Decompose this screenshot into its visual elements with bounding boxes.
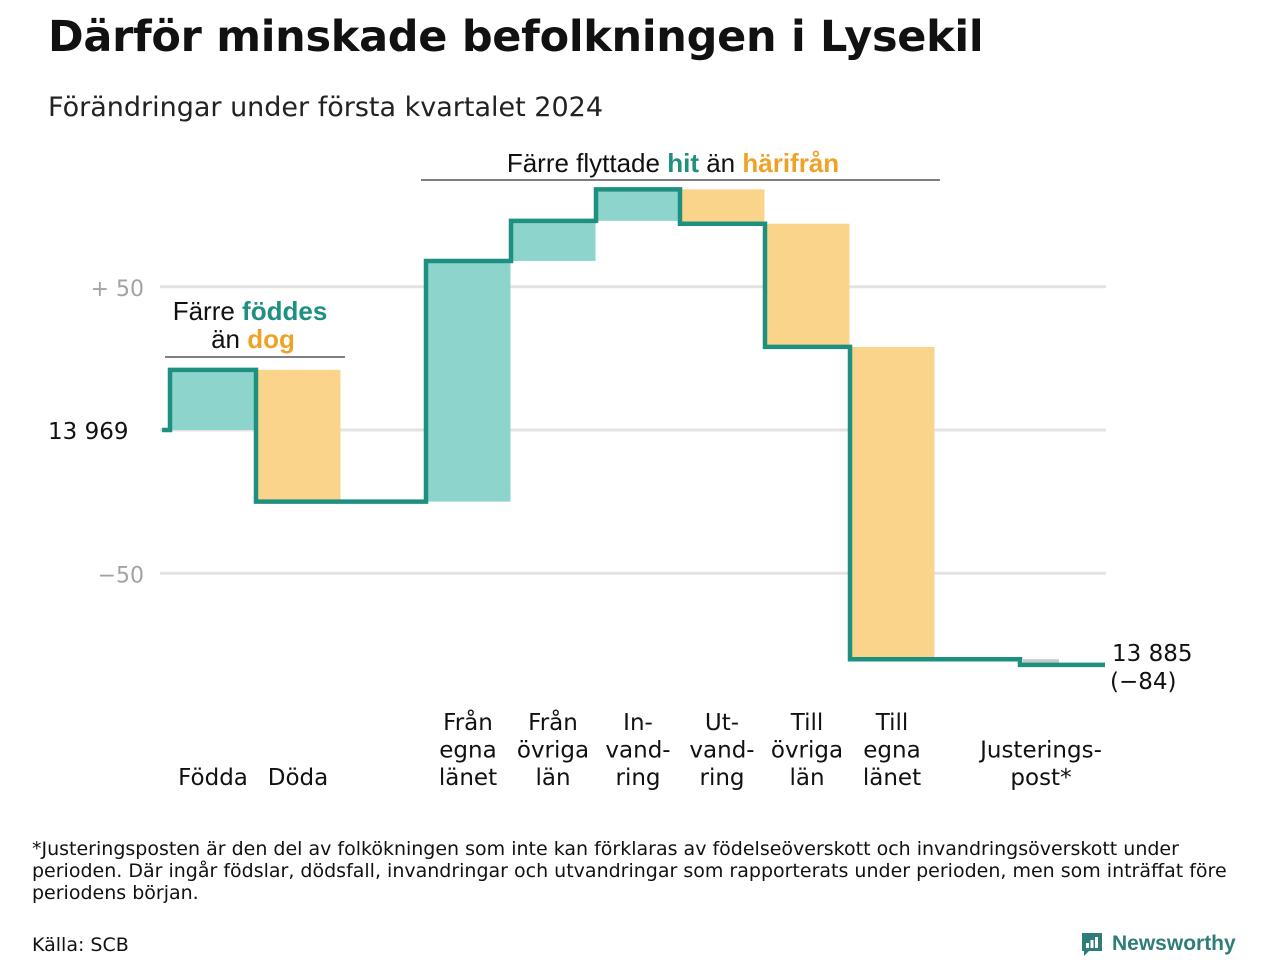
source-note: Källa: SCB — [32, 934, 129, 956]
category-label: In- — [623, 710, 653, 736]
cumulative-step-line — [162, 187, 1105, 668]
waterfall-bar — [255, 369, 341, 502]
category-label: län — [535, 765, 570, 791]
annotation-word: Färre — [173, 296, 235, 326]
annotation-migration: Färre flyttade hit än härifrån — [507, 148, 839, 178]
end-value-label: 13 885 — [1112, 641, 1192, 667]
waterfall-bar — [510, 220, 596, 261]
category-label: egna — [439, 738, 496, 764]
annotation-births-deaths-line1: Färre föddes — [173, 296, 328, 326]
annotation-word: härifrån — [735, 148, 839, 178]
waterfall-bar — [1023, 659, 1059, 665]
annotation-word: Färre flyttade — [507, 148, 660, 178]
newsworthy-logo-icon — [1082, 933, 1102, 956]
end-change-label: (−84) — [1110, 669, 1176, 695]
chart-subtitle: Förändringar under första kvartalet 2024 — [48, 92, 604, 123]
category-label: län — [789, 765, 824, 791]
category-label: Födda — [178, 765, 248, 791]
category-label: Döda — [268, 765, 328, 791]
category-label: Ut- — [705, 710, 739, 736]
annotation-word: dog — [240, 324, 295, 354]
annotation-word: än — [699, 148, 735, 178]
waterfall-bar — [849, 346, 935, 660]
brand-name: Newsworthy — [1112, 932, 1236, 955]
category-label: vand- — [605, 738, 670, 764]
category-label: ring — [615, 765, 660, 791]
waterfall-bar — [679, 189, 765, 224]
y-tick-label: + 50 — [91, 277, 144, 302]
waterfall-bar — [170, 369, 256, 430]
category-label: Till — [875, 710, 909, 736]
start-value-label: 13 969 — [48, 419, 128, 445]
waterfall-bar — [764, 223, 850, 347]
annotation-word: hit — [660, 148, 699, 178]
annotation-word: än — [211, 324, 240, 354]
category-label: post* — [1010, 765, 1071, 791]
category-label: Justerings- — [978, 738, 1102, 764]
category-label: Till — [790, 710, 824, 736]
annotation-word: föddes — [235, 296, 327, 326]
category-label: Från — [443, 708, 493, 736]
category-label: vand- — [689, 738, 754, 764]
category-label: övriga — [771, 738, 843, 764]
category-label: länet — [439, 765, 497, 791]
category-label: egna — [863, 738, 920, 764]
brand-logo: Newsworthy — [1080, 928, 1236, 960]
category-label: Från — [528, 708, 578, 736]
category-label: ring — [699, 765, 744, 791]
waterfall-bar — [425, 260, 511, 502]
category-label: övriga — [517, 738, 589, 764]
waterfall-bar — [595, 189, 681, 221]
category-label: länet — [863, 765, 921, 791]
y-tick-label: −50 — [98, 563, 144, 588]
annotation-births-deaths-line2: än dog — [211, 324, 295, 354]
footnote: *Justeringsposten är den del av folkökni… — [32, 838, 1227, 904]
chart-title: Därför minskade befolkningen i Lysekil — [48, 12, 984, 62]
